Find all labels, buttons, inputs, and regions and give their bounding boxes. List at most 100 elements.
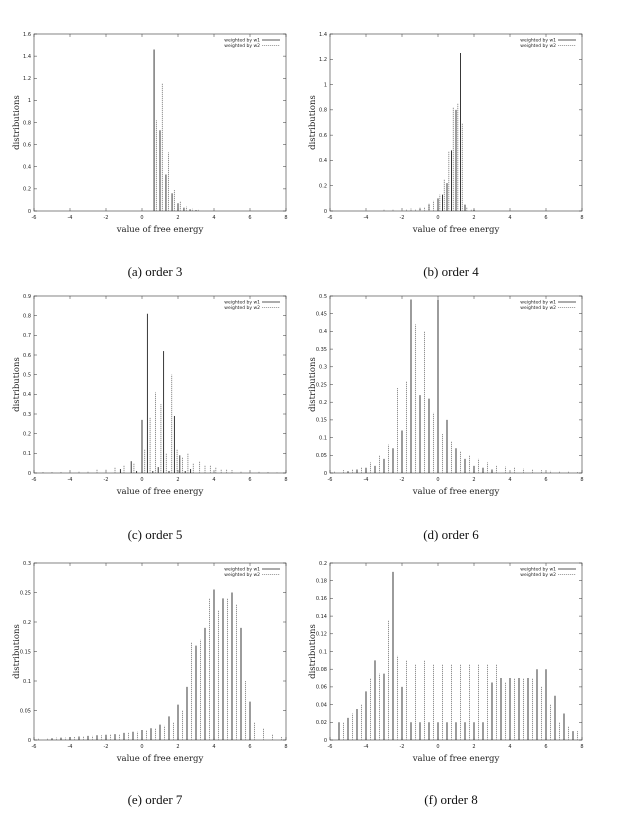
chart-svg: 0 0.05 0.1 0.15 0.2 0.25 0.3 0.35 0.4 0.45 0.5 -6 -4… — [308, 294, 584, 497]
y-tick-label: 1.4 — [319, 32, 327, 38]
y-tick-label: 0.2 — [23, 431, 31, 437]
chart-panel-f: 0 0.02 0.04 0.06 0.08 0.1 0.12 0.14 0.16 0.18 0.2 -… — [306, 557, 596, 772]
x-tick-label: -6 — [32, 744, 37, 750]
y-tick-label: 0.25 — [316, 382, 327, 388]
y-tick-label: 0.15 — [20, 649, 31, 655]
y-tick-label: 0.12 — [316, 632, 327, 638]
chart-panel-e: 0 0.05 0.1 0.15 0.2 0.25 0.3 -6 -4 -2 0 2 4 6 8 value o… — [10, 557, 300, 772]
y-tick-label: 0 — [28, 738, 31, 744]
y-tick-label: 0.4 — [23, 165, 31, 171]
x-tick-label: 0 — [140, 744, 143, 750]
chart-svg: 0 0.2 0.4 0.6 0.8 1 1.2 1.4 -6 -4 -2 0 2 4 6 8 value of … — [308, 32, 584, 235]
x-tick-label: 6 — [248, 744, 251, 750]
y-tick-label: 0.04 — [316, 702, 327, 708]
x-tick-label: 4 — [212, 477, 215, 483]
x-tick-label: 8 — [284, 744, 287, 750]
legend-label: weighted by w2 — [224, 43, 260, 49]
legend-label: weighted by w2 — [520, 43, 556, 49]
x-tick-label: 0 — [436, 744, 439, 750]
y-tick-label: 0.2 — [23, 620, 31, 626]
legend-label: weighted by w2 — [520, 305, 556, 311]
y-tick-label: 0.8 — [319, 108, 327, 114]
chart-panel-d: 0 0.05 0.1 0.15 0.2 0.25 0.3 0.35 0.4 0.45 0.5 -6 -4… — [306, 290, 596, 505]
caption-b: (b) order 4 — [423, 264, 479, 279]
x-tick-label: 4 — [212, 744, 215, 750]
plot-frame — [33, 562, 287, 741]
y-tick-label: 0.06 — [316, 685, 327, 691]
x-tick-label: 6 — [248, 477, 251, 483]
x-tick-label: -6 — [328, 744, 333, 750]
y-tick-label: 0.2 — [319, 184, 327, 190]
x-tick-label: 0 — [436, 215, 439, 221]
y-tick-label: 0.1 — [23, 679, 31, 685]
y-axis-label: distributions — [12, 357, 22, 412]
y-tick-label: 0.6 — [23, 142, 31, 148]
x-tick-label: 4 — [508, 215, 511, 221]
chart-svg: 0 0.2 0.4 0.6 0.8 1 1.2 1.4 1.6 -6 -4 -2 0 2 4 6 8 value … — [12, 32, 288, 235]
y-tick-label: 0.16 — [316, 596, 327, 602]
y-tick-label: 0.5 — [23, 372, 31, 378]
legend-label: weighted by w1 — [224, 38, 260, 44]
legend-label: weighted by w2 — [224, 305, 260, 311]
chart-svg: 0 0.05 0.1 0.15 0.2 0.25 0.3 -6 -4 -2 0 2 4 6 8 value o… — [12, 561, 288, 764]
y-tick-label: 1.6 — [23, 32, 31, 38]
x-tick-label: -2 — [104, 744, 109, 750]
x-tick-label: 0 — [140, 215, 143, 221]
y-tick-label: 0.4 — [319, 158, 327, 164]
y-tick-label: 0.05 — [316, 453, 327, 459]
x-tick-label: -2 — [104, 477, 109, 483]
x-tick-label: 2 — [472, 477, 475, 483]
x-tick-label: 6 — [544, 477, 547, 483]
x-axis-label: value of free energy — [116, 225, 204, 235]
y-tick-label: 0.15 — [316, 418, 327, 424]
y-tick-label: 0.2 — [23, 187, 31, 193]
y-tick-label: 0.3 — [23, 561, 31, 567]
x-tick-label: 4 — [508, 477, 511, 483]
x-tick-label: 6 — [544, 215, 547, 221]
y-tick-label: 0.2 — [319, 400, 327, 406]
x-axis-label: value of free energy — [116, 754, 204, 764]
y-tick-label: 1.2 — [23, 76, 31, 82]
y-tick-label: 0.25 — [20, 590, 31, 596]
y-tick-label: 1.4 — [23, 54, 31, 60]
y-tick-label: 0.35 — [316, 347, 327, 353]
caption-f: (f) order 8 — [424, 792, 478, 807]
x-tick-label: -4 — [364, 477, 369, 483]
y-tick-label: 1 — [324, 82, 327, 88]
y-tick-label: 0.02 — [316, 720, 327, 726]
x-tick-label: 2 — [472, 744, 475, 750]
x-tick-label: -2 — [400, 744, 405, 750]
plot-frame — [329, 295, 583, 474]
legend-label: weighted by w1 — [224, 300, 260, 306]
x-tick-label: -4 — [68, 744, 73, 750]
x-tick-label: 0 — [436, 477, 439, 483]
y-tick-label: 0.5 — [319, 294, 327, 300]
y-axis-label: distributions — [12, 624, 22, 679]
x-tick-label: 2 — [176, 744, 179, 750]
y-tick-label: 0.6 — [23, 353, 31, 359]
y-tick-label: 1 — [28, 98, 31, 104]
y-tick-label: 0.4 — [319, 329, 327, 335]
y-tick-label: 0.6 — [319, 133, 327, 139]
y-tick-label: 0 — [324, 738, 327, 744]
x-tick-label: 4 — [212, 215, 215, 221]
y-tick-label: 0.2 — [319, 561, 327, 567]
y-tick-label: 0.14 — [316, 614, 327, 620]
x-tick-label: -4 — [364, 215, 369, 221]
x-tick-label: -2 — [104, 215, 109, 221]
y-tick-label: 0.8 — [23, 313, 31, 319]
y-tick-label: 0.3 — [319, 365, 327, 371]
y-axis-label: distributions — [308, 357, 318, 412]
x-axis-label: value of free energy — [412, 487, 500, 497]
legend-label: weighted by w2 — [520, 572, 556, 578]
caption-e: (e) order 7 — [127, 792, 183, 807]
y-tick-label: 0.1 — [23, 451, 31, 457]
legend-label: weighted by w1 — [520, 567, 556, 573]
y-tick-label: 0 — [324, 209, 327, 215]
x-tick-label: -2 — [400, 477, 405, 483]
x-tick-label: -6 — [328, 477, 333, 483]
x-tick-label: 2 — [176, 215, 179, 221]
y-tick-label: 0.1 — [319, 649, 327, 655]
y-tick-label: 0.9 — [23, 294, 31, 300]
x-tick-label: 2 — [176, 477, 179, 483]
